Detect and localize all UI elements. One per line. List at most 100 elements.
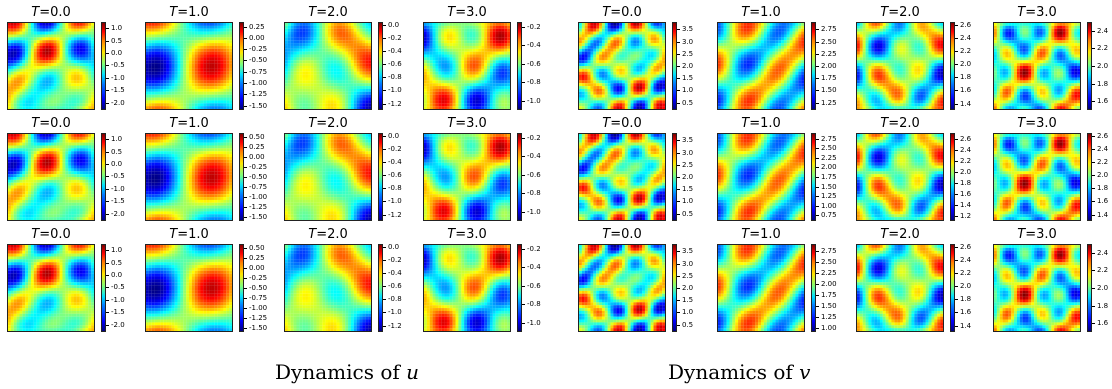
panel-u-r3-c2-time-value: =1.0 (177, 227, 209, 242)
panel-v-r1-c2-colorbar-tick: 1.50 (816, 86, 837, 94)
panel-u-r1-c2-colorbar-tick: -1.00 (243, 79, 267, 87)
panel-v-r1-c4-colorbar-tick: 1.6 (1091, 97, 1108, 105)
panel-u-r2-c3-colorbar-tick: -1.2 (383, 211, 402, 219)
panel-u-r2-c2-colorbar-tick: -1.25 (243, 203, 267, 211)
panel-v-r2-c2-time-value: =1.0 (749, 116, 781, 131)
panel-v-r2-c2-colorbar-tick: 2.75 (816, 135, 837, 143)
panel-v-r2-c4-colorbar-tick: 2.6 (1091, 132, 1108, 140)
panel-u-r2-c4-time-value: =3.0 (455, 116, 487, 131)
panel-u-r2-c1-heatmap (7, 133, 95, 221)
panel-v-r3-c1-colorbar-tick: 1.5 (676, 296, 693, 304)
panel-v-r1-c2-title: T=1.0 (711, 5, 811, 20)
panel-u-r2-c4-colorbar (517, 133, 522, 221)
panel-u-r1-c2-colorbar-tick: -1.25 (243, 90, 267, 98)
panel-u-r3-c1-colorbar-tick: -2.0 (106, 321, 125, 329)
panel-u-r2-c3-colorbar-tick: -0.6 (383, 171, 402, 179)
panel-v-r2-c2-colorbar-tick: 1.75 (816, 173, 837, 181)
panel-v-r1-c3-colorbar-tick: 1.6 (954, 86, 971, 94)
panel-u-r2-c3-title: T=2.0 (278, 116, 378, 131)
panel-v-r3-c2-heatmap (717, 244, 805, 332)
panel-v-r1-c3-colorbar-tick: 2.6 (954, 21, 971, 29)
panel-v-r3-c4-colorbar-tick: 2.0 (1091, 284, 1108, 292)
panel-v-r1-c4-time-value: =3.0 (1025, 5, 1057, 20)
panel-u-r1-c3-colorbar (378, 22, 383, 110)
panel-u-r1-c3-heatmap (284, 22, 372, 110)
panel-u-r1-c4-time-variable: T (447, 5, 455, 20)
panel-u-r2-c3-colorbar-tick: -0.8 (383, 184, 402, 192)
panel-v-r2-c2-title: T=1.0 (711, 116, 811, 131)
panel-u-r3-c1-title: T=0.0 (1, 227, 101, 242)
panel-u-r3-c2-colorbar-tick: -0.50 (243, 284, 267, 292)
panel-u-r3-c1-time-value: =0.0 (39, 227, 71, 242)
panel-v-r1-c4-colorbar-tick: 2.4 (1091, 27, 1108, 35)
panel-v-r1-c4-colorbar-tick: 2.2 (1091, 44, 1108, 52)
panel-v-r1-c3-colorbar (950, 22, 955, 110)
panel-u-r1-c2-colorbar-tick: 0.00 (244, 34, 265, 42)
panel-v-r1-c2-colorbar-tick: 1.75 (816, 74, 837, 82)
panel-v-r1-c1-colorbar-tick: 2.5 (676, 50, 693, 58)
panel-v-r3-c3-colorbar-tick: 1.8 (954, 295, 971, 303)
panel-u-r1-c4-colorbar-tick: -0.4 (522, 41, 541, 49)
panel-v-r3-c2-colorbar-tick: 1.50 (816, 302, 837, 310)
panel-v-r2-c3-time-variable: T (880, 116, 888, 131)
panel-v-r1-c4-colorbar-tick: 1.8 (1091, 80, 1108, 88)
panel-v-r2-c3-colorbar-tick: 2.6 (954, 135, 971, 143)
panel-v-r3-c2-colorbar-tick: 2.00 (816, 280, 837, 288)
panel-v-r2-c1-heatmap (578, 133, 666, 221)
panel-v-r3-c3-colorbar-tick: 1.6 (954, 308, 971, 316)
panel-v-r2-c4-colorbar (1087, 133, 1092, 221)
panel-v-r2-c2-colorbar-tick: 1.50 (816, 183, 837, 191)
panel-u-r3-c3-time-variable: T (308, 227, 316, 242)
panel-v-r1-c2-colorbar-tick: 2.00 (816, 62, 837, 70)
panel-v-r2-c4-colorbar-tick: 1.6 (1091, 197, 1108, 205)
panel-u-r1-c4-time-value: =3.0 (455, 5, 487, 20)
panel-u-r1-c1-colorbar-tick: -0.5 (106, 61, 125, 69)
panel-u-r3-c1-colorbar-tick: 0.5 (105, 259, 122, 267)
panel-u-r3-c1-colorbar-tick: 1.0 (105, 246, 122, 254)
panel-v-r2-c4-colorbar-tick: 2.4 (1091, 145, 1108, 153)
panel-u-r3-c4-heatmap (423, 244, 511, 332)
panel-u-r3-c1-colorbar-tick: -1.5 (106, 308, 125, 316)
panel-u-r1-c3-colorbar-tick: -1.2 (383, 100, 402, 108)
panel-v-r3-c4-colorbar-tick: 1.8 (1091, 302, 1108, 310)
panel-u-r1-c4-colorbar-tick: -0.6 (522, 60, 541, 68)
panel-v-r3-c4-colorbar (1087, 244, 1092, 332)
panel-v-r3-c2-time-variable: T (741, 227, 749, 242)
panel-v-r2-c2-time-variable: T (741, 116, 749, 131)
panel-v-r3-c4-colorbar-tick: 2.2 (1091, 266, 1108, 274)
panel-v-r2-c2-colorbar (811, 133, 816, 221)
panel-v-r3-c2-colorbar-tick: 2.50 (816, 258, 837, 266)
panel-v-r1-c4-colorbar (1087, 22, 1092, 110)
panel-u-r1-c1-colorbar-tick: 1.0 (105, 24, 122, 32)
panel-v-r3-c1-time-value: =0.0 (610, 227, 642, 242)
panel-v-r1-c4-heatmap (993, 22, 1081, 110)
panel-v-r2-c1-colorbar (672, 133, 677, 221)
panel-v-r2-c1-colorbar-tick: 3.0 (676, 149, 693, 157)
panel-u-r2-c4-colorbar-tick: -0.2 (522, 134, 541, 142)
panel-u-r3-c4-colorbar-tick: -0.8 (522, 300, 541, 308)
panel-u-r2-c1-time-variable: T (31, 116, 39, 131)
panel-v-r1-c2-heatmap (717, 22, 805, 110)
panel-v-r1-c4-title: T=3.0 (987, 5, 1087, 20)
panel-u-r1-c1-colorbar-tick: 0.5 (105, 37, 122, 45)
panel-u-r2-c1-colorbar-tick: 0.0 (105, 160, 122, 168)
panel-v-r1-c1-time-variable: T (602, 5, 610, 20)
panel-v-r3-c3-time-variable: T (880, 227, 888, 242)
panel-u-r3-c2-colorbar-tick: 0.25 (244, 254, 265, 262)
panel-u-r3-c2-heatmap (145, 244, 233, 332)
panel-u-r2-c3-time-variable: T (308, 116, 316, 131)
caption-u: Dynamics of u (275, 360, 419, 384)
panel-v-r1-c2-colorbar-tick: 1.25 (816, 99, 837, 107)
panel-v-r2-c2-heatmap (717, 133, 805, 221)
panel-u-r3-c4-colorbar-tick: -0.4 (522, 263, 541, 271)
panel-v-r3-c2-colorbar (811, 244, 816, 332)
panel-v-r1-c3-colorbar-tick: 2.4 (954, 34, 971, 42)
panel-u-r1-c2-colorbar (239, 22, 244, 110)
panel-u-r2-c1-title: T=0.0 (1, 116, 101, 131)
panel-v-r3-c3-colorbar-tick: 2.6 (954, 243, 971, 251)
panel-v-r3-c3-colorbar-tick: 2.2 (954, 269, 971, 277)
panel-u-r1-c4-colorbar-tick: -1.0 (522, 97, 541, 105)
panel-u-r2-c3-time-value: =2.0 (316, 116, 348, 131)
panel-v-r2-c1-time-value: =0.0 (610, 116, 642, 131)
panel-v-r2-c4-colorbar-tick: 2.2 (1091, 158, 1108, 166)
